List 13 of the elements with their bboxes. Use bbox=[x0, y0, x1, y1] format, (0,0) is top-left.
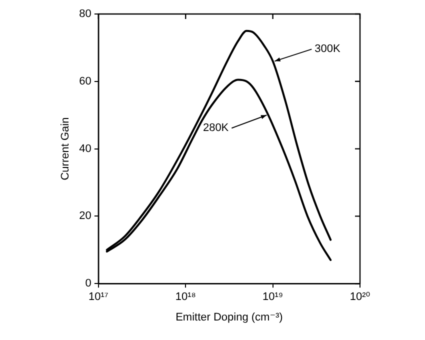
y-tick-label: 40 bbox=[79, 142, 92, 155]
y-tick-label: 60 bbox=[79, 75, 92, 88]
annotation: 300K bbox=[314, 43, 342, 56]
y-tick-label: 80 bbox=[79, 8, 92, 20]
x-tick-label: 10¹⁹ bbox=[262, 291, 284, 304]
x-tick-label: 10²⁰ bbox=[350, 291, 371, 304]
annotation: 280K bbox=[202, 122, 230, 134]
x-tick-label: 10¹⁷ bbox=[88, 291, 108, 304]
y-axis-title: Current Gain bbox=[60, 117, 72, 180]
y-tick-label: 0 bbox=[85, 278, 92, 290]
y-tick-label: 20 bbox=[79, 210, 92, 222]
x-axis-title: Emitter Doping (cm⁻³) bbox=[176, 311, 283, 324]
x-tick-label: 10¹⁸ bbox=[175, 291, 196, 304]
